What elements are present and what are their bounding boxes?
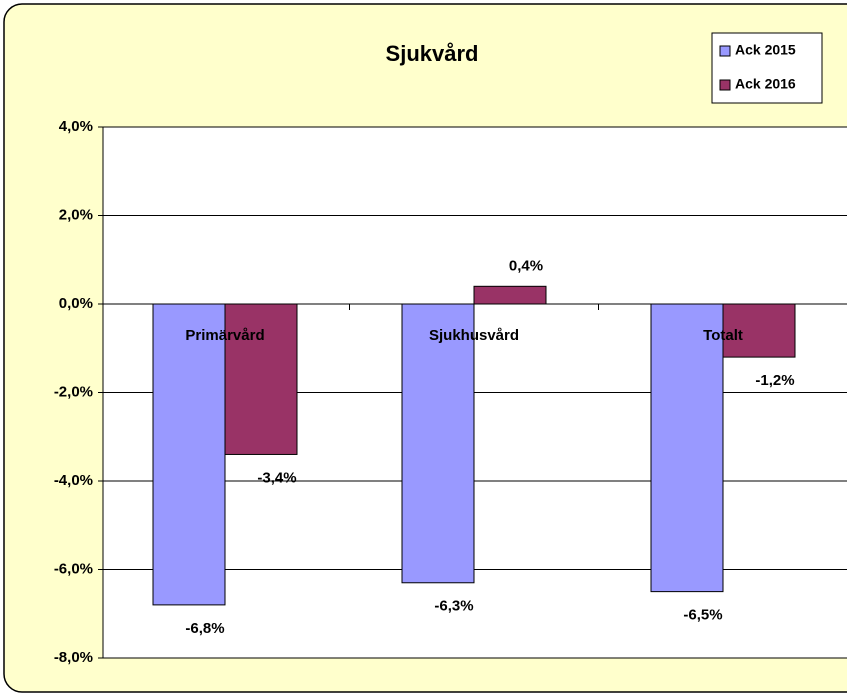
bar <box>650 303 724 593</box>
bar <box>224 303 298 455</box>
legend-swatch <box>719 45 731 57</box>
y-tick-label: 0,0% <box>59 295 93 312</box>
bar <box>401 303 475 584</box>
legend-swatch <box>719 79 731 91</box>
y-tick-label: 4,0% <box>59 118 93 135</box>
bar <box>722 303 796 358</box>
chart-title: Sjukvård <box>386 41 479 66</box>
x-tick-label: Totalt <box>703 327 743 344</box>
data-label: -6,8% <box>185 620 224 637</box>
bar <box>152 303 226 606</box>
y-tick-label: 2,0% <box>59 206 93 223</box>
data-label: -1,2% <box>755 372 794 389</box>
x-tick-label: Primärvård <box>185 327 264 344</box>
y-tick-label: -4,0% <box>54 472 93 489</box>
y-tick-label: -2,0% <box>54 383 93 400</box>
legend: Ack 2015 Ack 2016 <box>711 32 823 104</box>
legend-label: Ack 2015 <box>735 42 796 58</box>
data-label: -3,4% <box>257 469 296 486</box>
y-tick-label: -8,0% <box>54 649 93 666</box>
data-label: 0,4% <box>509 257 543 274</box>
data-label: -6,3% <box>434 598 473 615</box>
y-tick-label: -6,0% <box>54 560 93 577</box>
x-tick-label: Sjukhusvård <box>429 327 519 344</box>
legend-label: Ack 2016 <box>735 76 796 92</box>
legend-box <box>711 32 823 104</box>
bar <box>473 285 547 305</box>
data-label: -6,5% <box>683 607 722 624</box>
